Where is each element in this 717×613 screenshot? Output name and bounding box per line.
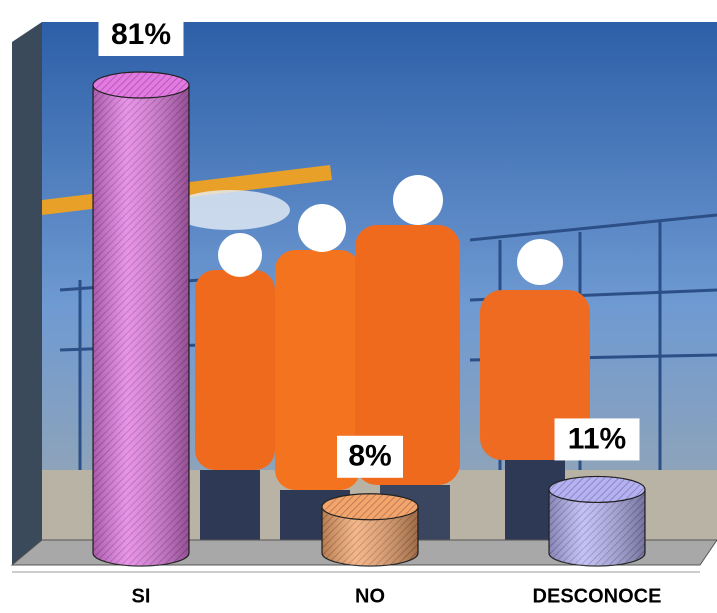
side-wall	[12, 22, 42, 565]
x-tick-label: NO	[355, 585, 385, 607]
value-label: 81%	[111, 18, 171, 51]
x-tick-label: SI	[132, 585, 151, 607]
value-label: 11%	[568, 422, 626, 455]
bar-shade	[93, 85, 189, 566]
chart: 81% SI 8% NO 11% DESCONOCE	[0, 0, 717, 613]
value-label: 8%	[348, 440, 391, 473]
bar-top	[322, 494, 418, 520]
bar-top	[549, 476, 645, 502]
bar-top	[93, 72, 189, 98]
x-tick-label: DESCONOCE	[533, 585, 662, 607]
